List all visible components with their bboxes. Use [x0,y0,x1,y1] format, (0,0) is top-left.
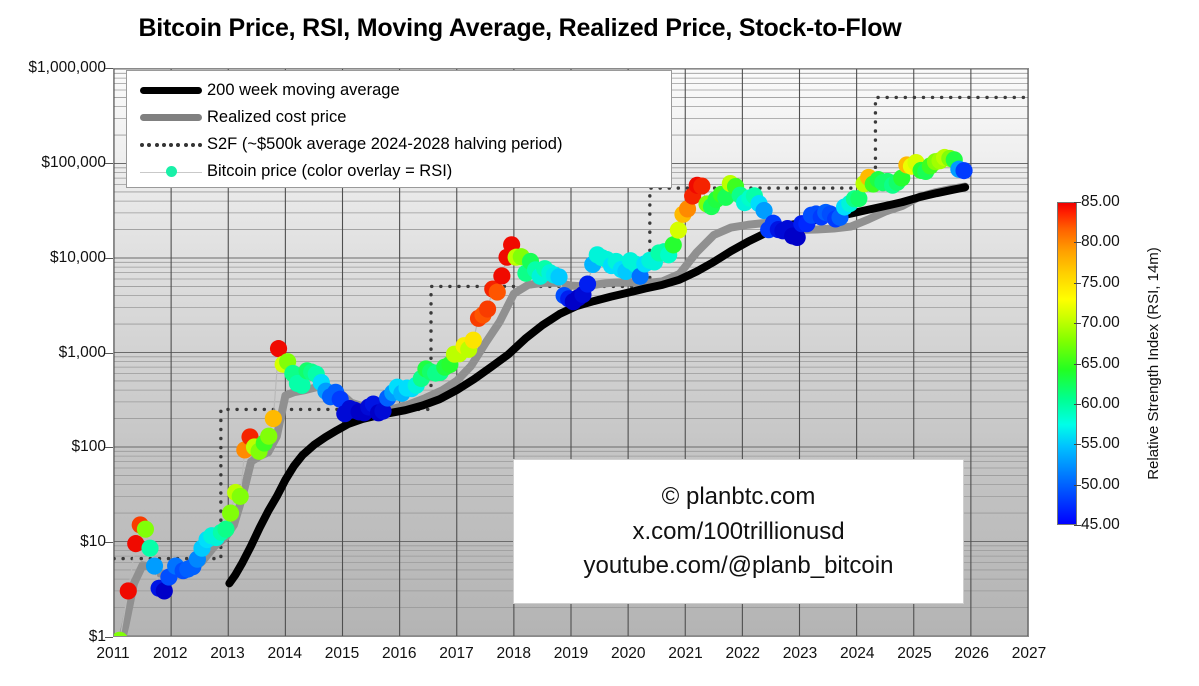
x-tick-label: 2016 [382,645,417,662]
x-tick-label: 2019 [553,645,589,662]
x-tick-label: 2025 [897,645,932,662]
scatter-swatch-icon [135,166,207,178]
black-line-swatch-icon [135,87,207,94]
colorbar-tick-label: 85.00 [1081,193,1120,210]
data-layer [114,95,1028,636]
legend-label: 200 week moving average [207,81,400,99]
x-tick-label: 2027 [1011,645,1047,662]
legend-item-ma200: 200 week moving average [135,77,663,104]
y-tick-label: $10 [80,533,106,551]
y-tick-mark [105,637,113,638]
colorbar-label-text: Relative Strength Index (RSI, 14m) [1144,247,1162,480]
colorbar-tick-mark [1074,363,1081,365]
colorbar-tick-label: 45.00 [1081,516,1120,533]
legend: 200 week moving average Realized cost pr… [126,70,672,188]
gray-line-swatch-icon [135,114,207,121]
colorbar-tick-label: 60.00 [1081,394,1120,412]
colorbar-tick-mark [1074,403,1081,405]
colorbar-tick-label: 65.00 [1081,354,1120,372]
dotted-line-swatch-icon [135,142,207,147]
watermark-line-1: © planbtc.com [661,482,816,510]
x-tick-label: 2021 [668,645,703,662]
y-tick-label: $1,000,000 [28,59,106,76]
colorbar-axis-label: Relative Strength Index (RSI, 14m) [1141,202,1165,525]
colorbar-tick-label: 80.00 [1081,233,1120,251]
x-tick-label: 2022 [725,645,760,662]
colorbar-tick-label: 75.00 [1081,273,1120,291]
y-tick-mark [105,542,113,544]
colorbar-tick-mark [1074,282,1081,284]
x-tick-label: 2014 [267,645,302,662]
x-tick-label: 2013 [210,645,245,662]
x-tick-label: 2018 [496,645,531,662]
watermark-line-3: youtube.com/@planb_bitcoin [583,552,894,580]
legend-item-bitcoin-price: Bitcoin price (color overlay = RSI) [135,158,663,185]
colorbar-tick-label: 50.00 [1081,475,1120,493]
watermark-line-2: x.com/100trillionusd [632,517,845,545]
x-tick-label: 2026 [954,645,989,662]
y-tick-label: $100,000 [41,153,106,171]
y-tick-mark [105,352,113,354]
x-tick-label: 2017 [439,645,474,662]
y-tick-mark [105,257,113,259]
x-tick-label: 2011 [96,645,130,662]
colorbar-tick-mark [1074,323,1081,325]
x-tick-label: 2012 [153,645,188,662]
y-tick-mark [105,447,113,449]
page-title: Bitcoin Price, RSI, Moving Average, Real… [138,14,902,42]
colorbar-tick-label: 70.00 [1081,314,1120,332]
colorbar-tick-mark [1074,525,1081,526]
x-tick-label: 2015 [324,645,360,662]
legend-label: Realized cost price [207,108,347,126]
x-tick-label: 2023 [782,645,818,662]
colorbar-tick-mark [1074,242,1081,244]
legend-label: S2F (~$500k average 2024-2028 halving pe… [207,135,563,153]
x-tick-label: 2020 [611,645,646,662]
watermark-box: © planbtc.com x.com/100trillionusd youtu… [513,459,964,604]
y-tick-label: $1,000 [58,343,106,361]
colorbar-tick-label: 55.00 [1081,435,1120,453]
legend-label: Bitcoin price (color overlay = RSI) [207,162,453,180]
y-tick-label: $10,000 [49,248,106,266]
legend-item-realized-price: Realized cost price [135,104,663,131]
x-tick-label: 2024 [840,645,875,662]
y-tick-label: $1 [88,628,106,645]
colorbar-tick-mark [1074,444,1081,446]
y-tick-mark [105,68,113,69]
y-tick-label: $100 [71,438,106,456]
colorbar-tick-mark [1074,202,1081,203]
legend-item-s2f: S2F (~$500k average 2024-2028 halving pe… [135,131,663,158]
colorbar-tick-mark [1074,484,1081,486]
y-tick-mark [105,162,113,164]
